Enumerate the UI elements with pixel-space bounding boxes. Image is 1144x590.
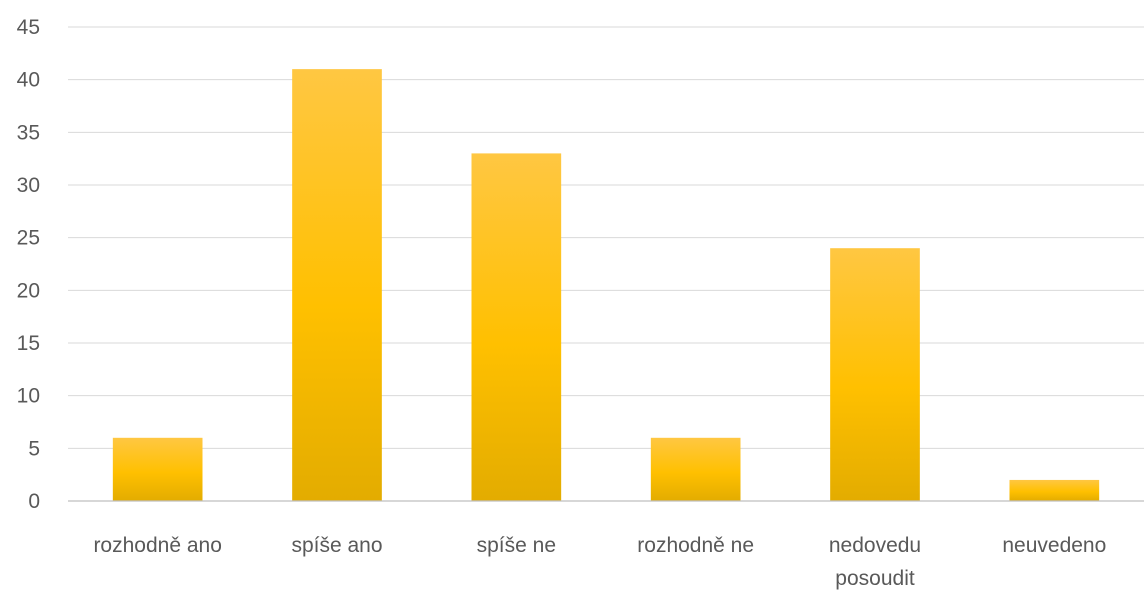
y-tick-label: 10 — [17, 385, 40, 408]
y-tick-label: 25 — [17, 227, 40, 250]
bars — [112, 69, 1100, 501]
bar — [471, 153, 562, 501]
x-category-label: spíše ne — [477, 534, 556, 557]
y-tick-label: 20 — [17, 279, 40, 302]
bar — [112, 437, 203, 501]
x-category-label: rozhodně ne — [637, 534, 754, 557]
bar — [292, 69, 382, 501]
gridlines — [68, 26, 1144, 449]
bar — [1009, 479, 1100, 501]
x-axis-labels: rozhodně ano spíše ano spíše ne rozhodně ne… — [93, 534, 1106, 590]
bar — [650, 437, 741, 501]
y-tick-label: 0 — [28, 490, 40, 513]
y-axis-ticks: 0 5 10 15 20 25 30 35 40 45 — [17, 16, 40, 513]
x-category-label: neuvedeno — [1002, 534, 1106, 557]
x-category-label: nedovedu posoudit — [829, 534, 921, 590]
y-tick-label: 40 — [17, 69, 40, 92]
y-tick-label: 5 — [28, 437, 40, 460]
y-tick-label: 15 — [17, 332, 40, 355]
y-tick-label: 30 — [17, 174, 40, 197]
y-tick-label: 45 — [17, 16, 40, 39]
x-category-label: spíše ano — [291, 534, 382, 557]
x-category-label: rozhodně ano — [93, 534, 221, 557]
bar — [830, 248, 920, 501]
y-tick-label: 35 — [17, 121, 40, 144]
